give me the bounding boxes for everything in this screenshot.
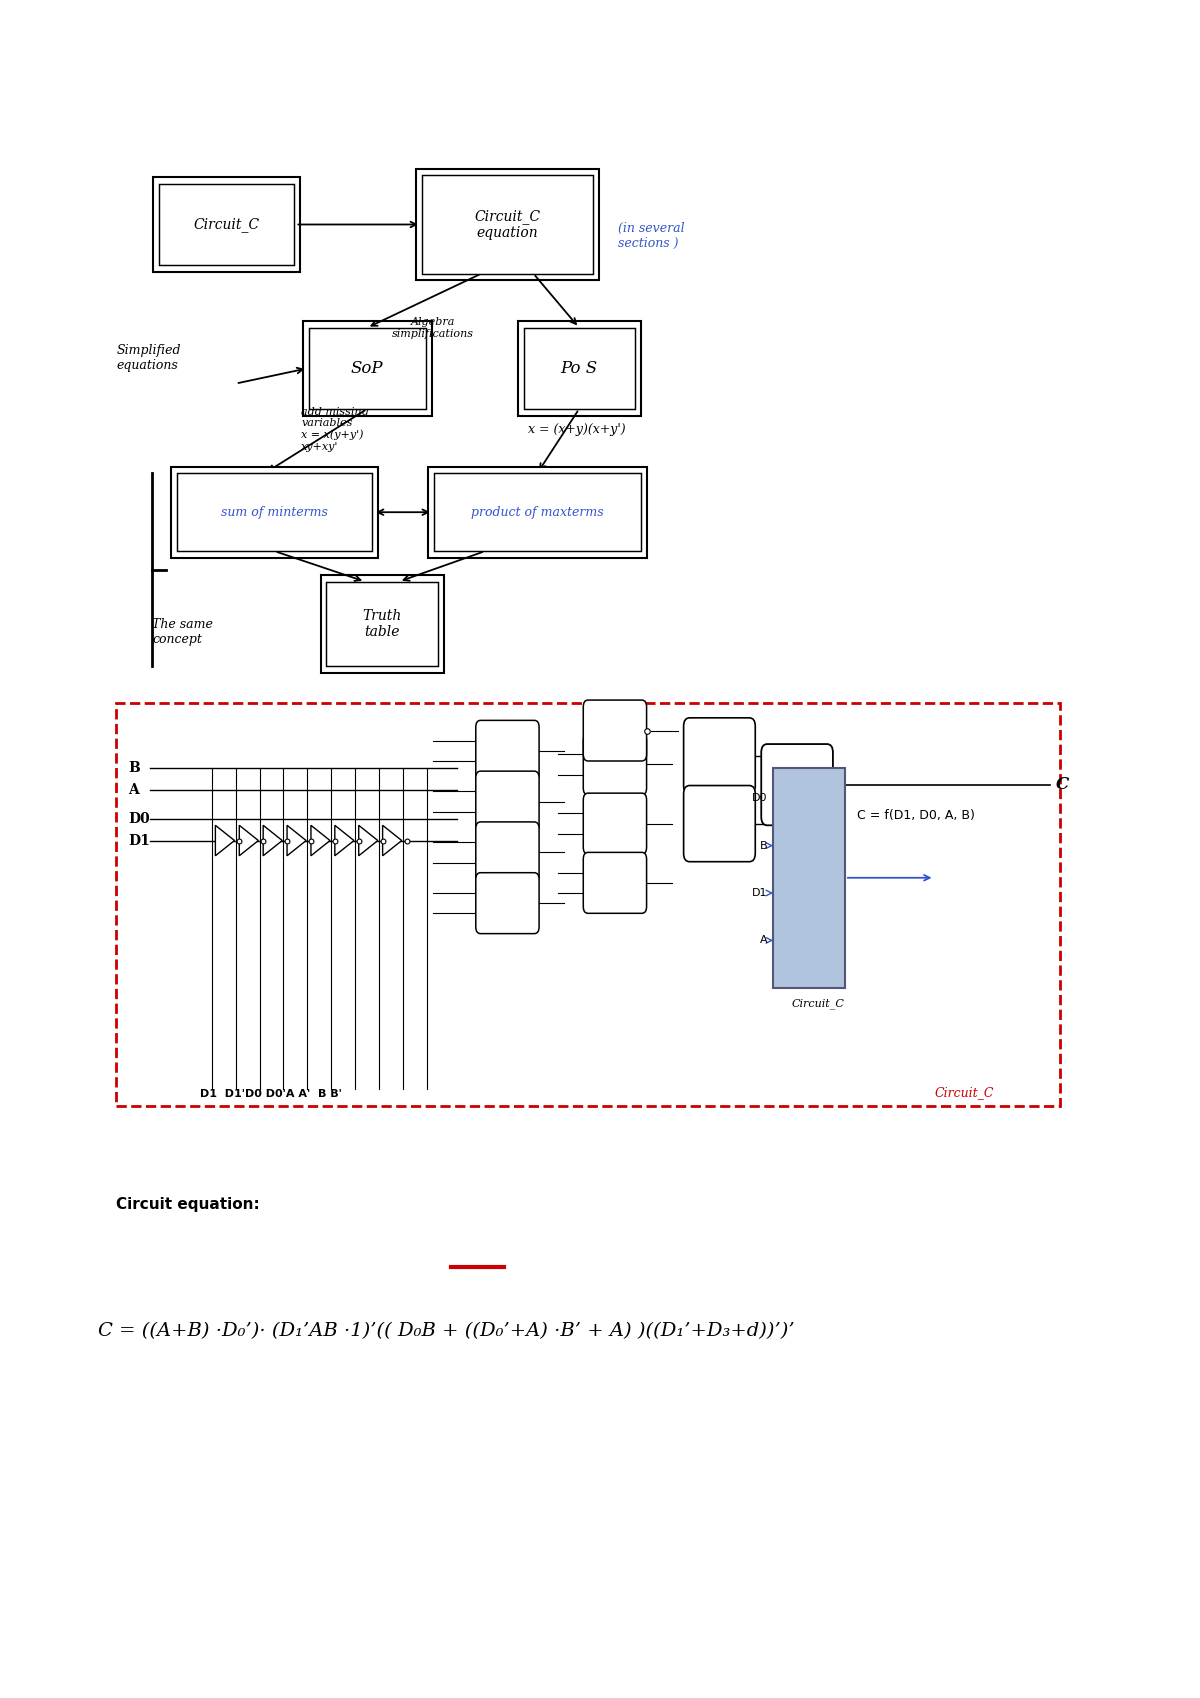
Text: Truth
table: Truth table <box>362 610 402 638</box>
Text: add missing
variables
x = x(y+y')
xy+xy': add missing variables x = x(y+y') xy+xy' <box>301 406 370 452</box>
Polygon shape <box>335 825 354 856</box>
Polygon shape <box>239 825 258 856</box>
FancyBboxPatch shape <box>308 328 426 409</box>
Text: product of maxterms: product of maxterms <box>470 506 604 518</box>
Text: The same
concept: The same concept <box>152 618 212 647</box>
FancyBboxPatch shape <box>761 744 833 825</box>
Text: D1  D1'D0 D0'A A'  B B': D1 D1'D0 D0'A A' B B' <box>200 1090 342 1100</box>
Text: D1: D1 <box>751 888 767 898</box>
Text: C: C <box>1056 776 1069 793</box>
FancyBboxPatch shape <box>523 328 635 409</box>
Text: Simplified
equations: Simplified equations <box>116 345 181 372</box>
Polygon shape <box>215 825 234 856</box>
FancyBboxPatch shape <box>434 474 641 552</box>
Bar <box>773 767 845 988</box>
FancyBboxPatch shape <box>475 873 539 934</box>
FancyBboxPatch shape <box>583 852 647 914</box>
FancyBboxPatch shape <box>326 582 438 666</box>
FancyBboxPatch shape <box>475 822 539 883</box>
Text: Circuit equation:: Circuit equation: <box>116 1197 260 1212</box>
Text: Po S: Po S <box>560 360 598 377</box>
FancyBboxPatch shape <box>684 718 755 795</box>
Text: Circuit_C: Circuit_C <box>791 998 844 1009</box>
FancyBboxPatch shape <box>475 720 539 781</box>
FancyBboxPatch shape <box>178 474 372 552</box>
Text: B: B <box>128 761 140 774</box>
FancyBboxPatch shape <box>416 168 599 280</box>
Text: Circuit_C: Circuit_C <box>193 217 259 233</box>
FancyBboxPatch shape <box>154 177 300 272</box>
FancyBboxPatch shape <box>428 467 647 559</box>
FancyBboxPatch shape <box>517 321 641 416</box>
Polygon shape <box>359 825 378 856</box>
FancyBboxPatch shape <box>302 321 432 416</box>
FancyBboxPatch shape <box>583 793 647 854</box>
Text: A: A <box>760 936 767 946</box>
Bar <box>116 703 1060 1107</box>
Text: D0: D0 <box>751 793 767 803</box>
Text: Algebra
simplifications: Algebra simplifications <box>391 318 474 338</box>
FancyBboxPatch shape <box>475 771 539 832</box>
Text: x = (x+y)(x+y'): x = (x+y)(x+y') <box>528 423 626 436</box>
Text: D1: D1 <box>128 834 150 847</box>
Text: D0: D0 <box>128 812 150 825</box>
Polygon shape <box>263 825 282 856</box>
Polygon shape <box>383 825 402 856</box>
FancyBboxPatch shape <box>172 467 378 559</box>
FancyBboxPatch shape <box>583 700 647 761</box>
Polygon shape <box>311 825 330 856</box>
Text: C = ((A+B) ·D₀’)· (D₁’AB ·1)’(( D₀B + ((D₀’+A) ·B’ + A) )((D₁’+D₃+d))’)’: C = ((A+B) ·D₀’)· (D₁’AB ·1)’(( D₀B + ((… <box>98 1323 794 1340</box>
Text: (in several
sections ): (in several sections ) <box>618 222 684 250</box>
FancyBboxPatch shape <box>583 734 647 795</box>
FancyBboxPatch shape <box>160 183 294 265</box>
FancyBboxPatch shape <box>320 576 444 672</box>
Text: A: A <box>128 783 139 796</box>
Text: B: B <box>760 841 767 851</box>
Text: Circuit_C: Circuit_C <box>935 1087 994 1100</box>
Polygon shape <box>287 825 306 856</box>
Text: sum of minterms: sum of minterms <box>221 506 328 518</box>
FancyBboxPatch shape <box>684 786 755 861</box>
Text: C = f(D1, D0, A, B): C = f(D1, D0, A, B) <box>857 808 974 822</box>
Text: SoP: SoP <box>350 360 383 377</box>
FancyBboxPatch shape <box>422 175 593 273</box>
Text: Circuit_C
equation: Circuit_C equation <box>474 209 540 239</box>
